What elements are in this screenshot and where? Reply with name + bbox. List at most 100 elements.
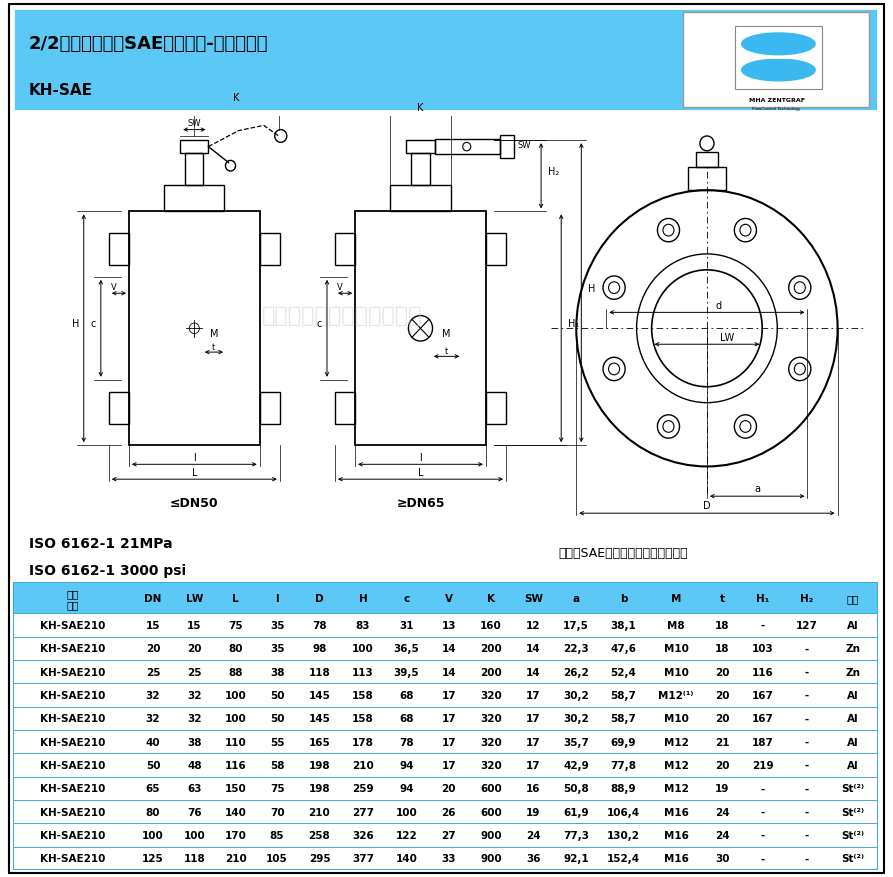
Text: 170: 170 — [225, 830, 246, 840]
Text: 32: 32 — [146, 714, 160, 724]
Text: 100: 100 — [142, 830, 163, 840]
Text: 600: 600 — [480, 783, 502, 794]
Text: -: - — [805, 807, 808, 816]
Text: t: t — [213, 343, 215, 352]
Text: 14: 14 — [441, 644, 456, 653]
Text: 19: 19 — [715, 783, 730, 794]
Text: d: d — [716, 301, 722, 310]
Text: H₁: H₁ — [756, 593, 770, 603]
Text: V: V — [445, 593, 453, 603]
Text: 63: 63 — [188, 783, 202, 794]
Text: l: l — [275, 593, 279, 603]
Text: 20: 20 — [146, 644, 160, 653]
Text: St⁽²⁾: St⁽²⁾ — [841, 853, 864, 863]
Text: 320: 320 — [480, 760, 502, 770]
Text: 20: 20 — [441, 783, 456, 794]
Text: 77,3: 77,3 — [563, 830, 588, 840]
Text: 320: 320 — [480, 737, 502, 747]
Text: KH-SAE210: KH-SAE210 — [40, 783, 105, 794]
Text: 50: 50 — [146, 760, 160, 770]
Bar — [109, 393, 129, 424]
Bar — [164, 186, 224, 212]
Text: 61,9: 61,9 — [563, 807, 588, 816]
Text: 58,7: 58,7 — [611, 690, 637, 701]
Text: 17: 17 — [526, 760, 541, 770]
Text: 35: 35 — [270, 644, 284, 653]
Text: -: - — [761, 853, 765, 863]
Text: 85: 85 — [270, 830, 284, 840]
Text: SW: SW — [188, 119, 201, 128]
Text: ISO 6162-1 21MPa: ISO 6162-1 21MPa — [29, 537, 172, 551]
Text: 100: 100 — [396, 807, 417, 816]
Bar — [500, 136, 514, 159]
Text: 326: 326 — [352, 830, 374, 840]
Text: 20: 20 — [188, 644, 202, 653]
Text: 31: 31 — [399, 620, 413, 631]
Text: 55: 55 — [270, 737, 284, 747]
Text: 76: 76 — [187, 807, 202, 816]
Text: 38,1: 38,1 — [611, 620, 637, 631]
Text: 105: 105 — [266, 853, 288, 863]
Text: 80: 80 — [146, 807, 160, 816]
Text: 35,7: 35,7 — [563, 737, 588, 747]
Text: 145: 145 — [308, 714, 330, 724]
Text: 24: 24 — [526, 830, 541, 840]
Text: LW: LW — [186, 593, 203, 603]
Text: 200: 200 — [480, 667, 502, 677]
Text: H: H — [358, 593, 367, 603]
Text: 20: 20 — [715, 690, 730, 701]
Ellipse shape — [742, 60, 815, 82]
Text: Zn: Zn — [846, 667, 861, 677]
Text: 24: 24 — [715, 807, 730, 816]
Text: L: L — [418, 467, 423, 477]
Text: 118: 118 — [183, 853, 205, 863]
Text: 900: 900 — [480, 853, 502, 863]
Bar — [435, 140, 500, 155]
Text: 110: 110 — [225, 737, 246, 747]
Text: 20: 20 — [715, 760, 730, 770]
Text: M16: M16 — [663, 853, 689, 863]
Text: -: - — [805, 783, 808, 794]
Text: KH-SAE210: KH-SAE210 — [40, 714, 105, 724]
Text: ≥DN65: ≥DN65 — [396, 496, 445, 510]
Text: 32: 32 — [188, 690, 202, 701]
Text: 30,2: 30,2 — [563, 714, 588, 724]
Text: LW: LW — [720, 332, 734, 343]
Bar — [335, 233, 355, 265]
Ellipse shape — [742, 34, 815, 55]
Text: 68: 68 — [399, 714, 413, 724]
Text: t: t — [445, 347, 448, 356]
Text: 140: 140 — [396, 853, 417, 863]
Bar — [406, 141, 435, 153]
Text: 26: 26 — [441, 807, 456, 816]
Text: ISO 6162-1 3000 psi: ISO 6162-1 3000 psi — [29, 563, 186, 577]
Text: K: K — [417, 103, 423, 112]
Text: 型号: 型号 — [67, 588, 79, 598]
Text: -: - — [805, 830, 808, 840]
Text: 92,1: 92,1 — [563, 853, 588, 863]
Text: KH-SAE210: KH-SAE210 — [40, 760, 105, 770]
Text: -: - — [805, 714, 808, 724]
Text: 21: 21 — [715, 737, 730, 747]
Bar — [185, 153, 204, 186]
Text: St⁽²⁾: St⁽²⁾ — [841, 830, 864, 840]
Text: H₁: H₁ — [568, 319, 579, 329]
Text: 277: 277 — [352, 807, 374, 816]
Text: 150: 150 — [225, 783, 246, 794]
Text: KH-SAE210: KH-SAE210 — [40, 644, 105, 653]
Text: 12: 12 — [526, 620, 541, 631]
Text: Zn: Zn — [846, 644, 861, 653]
Bar — [486, 233, 506, 265]
Text: 100: 100 — [225, 690, 246, 701]
Text: M12⁽¹⁾: M12⁽¹⁾ — [658, 690, 694, 701]
Text: 78: 78 — [399, 737, 413, 747]
Bar — [735, 27, 822, 89]
Text: 32: 32 — [188, 714, 202, 724]
Text: 17: 17 — [441, 690, 456, 701]
Text: 35: 35 — [270, 620, 284, 631]
Text: 100: 100 — [352, 644, 374, 653]
Text: 手柄: 手柄 — [847, 593, 859, 603]
Text: 98: 98 — [313, 644, 327, 653]
Text: 69,9: 69,9 — [611, 737, 636, 747]
Text: 167: 167 — [752, 690, 774, 701]
